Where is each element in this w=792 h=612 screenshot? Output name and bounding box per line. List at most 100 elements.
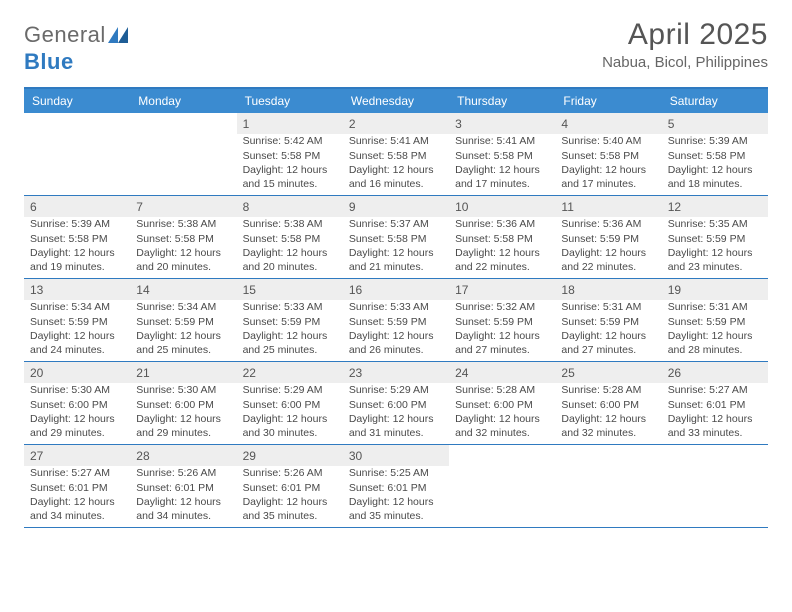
sunset-line: Sunset: 5:58 PM [136, 232, 230, 246]
sunset-line: Sunset: 6:01 PM [349, 481, 443, 495]
calendar-cell: 4Sunrise: 5:40 AMSunset: 5:58 PMDaylight… [555, 113, 661, 195]
weekday-label: Saturday [662, 89, 768, 113]
week-row: 13Sunrise: 5:34 AMSunset: 5:59 PMDayligh… [24, 279, 768, 362]
day-number: 15 [237, 279, 343, 300]
sunrise-line: Sunrise: 5:37 AM [349, 217, 443, 231]
weekday-label: Sunday [24, 89, 130, 113]
sunrise-line: Sunrise: 5:33 AM [349, 300, 443, 314]
sunset-line: Sunset: 5:59 PM [136, 315, 230, 329]
calendar-cell: 28Sunrise: 5:26 AMSunset: 6:01 PMDayligh… [130, 445, 236, 527]
calendar-cell: 18Sunrise: 5:31 AMSunset: 5:59 PMDayligh… [555, 279, 661, 361]
daylight-line: Daylight: 12 hours and 22 minutes. [561, 246, 655, 274]
week-row: 6Sunrise: 5:39 AMSunset: 5:58 PMDaylight… [24, 196, 768, 279]
sunrise-line: Sunrise: 5:27 AM [668, 383, 762, 397]
sunrise-line: Sunrise: 5:30 AM [136, 383, 230, 397]
day-number: 28 [130, 445, 236, 466]
sunrise-line: Sunrise: 5:36 AM [455, 217, 549, 231]
header: GeneralBlue April 2025 Nabua, Bicol, Phi… [24, 18, 768, 75]
day-number: 16 [343, 279, 449, 300]
daylight-line: Daylight: 12 hours and 35 minutes. [349, 495, 443, 523]
sunrise-line: Sunrise: 5:35 AM [668, 217, 762, 231]
sunset-line: Sunset: 5:59 PM [349, 315, 443, 329]
daylight-line: Daylight: 12 hours and 27 minutes. [561, 329, 655, 357]
calendar-cell: 9Sunrise: 5:37 AMSunset: 5:58 PMDaylight… [343, 196, 449, 278]
cell-content: Sunrise: 5:28 AMSunset: 6:00 PMDaylight:… [555, 383, 661, 444]
cell-content: Sunrise: 5:28 AMSunset: 6:00 PMDaylight:… [449, 383, 555, 444]
daylight-line: Daylight: 12 hours and 24 minutes. [30, 329, 124, 357]
daylight-line: Daylight: 12 hours and 30 minutes. [243, 412, 337, 440]
week-row: 20Sunrise: 5:30 AMSunset: 6:00 PMDayligh… [24, 362, 768, 445]
calendar-cell: 15Sunrise: 5:33 AMSunset: 5:59 PMDayligh… [237, 279, 343, 361]
sunrise-line: Sunrise: 5:30 AM [30, 383, 124, 397]
sunset-line: Sunset: 5:58 PM [561, 149, 655, 163]
calendar-cell [449, 445, 555, 527]
day-number: 17 [449, 279, 555, 300]
calendar-cell [24, 113, 130, 195]
day-number: 22 [237, 362, 343, 383]
day-number: 11 [555, 196, 661, 217]
daylight-line: Daylight: 12 hours and 34 minutes. [136, 495, 230, 523]
weekday-label: Monday [130, 89, 236, 113]
sunset-line: Sunset: 6:01 PM [30, 481, 124, 495]
cell-content: Sunrise: 5:33 AMSunset: 5:59 PMDaylight:… [343, 300, 449, 361]
weekday-label: Friday [555, 89, 661, 113]
logo-text: GeneralBlue [24, 22, 128, 75]
location-label: Nabua, Bicol, Philippines [602, 54, 768, 71]
sunset-line: Sunset: 6:00 PM [136, 398, 230, 412]
daylight-line: Daylight: 12 hours and 25 minutes. [136, 329, 230, 357]
cell-content: Sunrise: 5:29 AMSunset: 6:00 PMDaylight:… [343, 383, 449, 444]
day-number [130, 113, 236, 131]
sunrise-line: Sunrise: 5:28 AM [561, 383, 655, 397]
day-number: 25 [555, 362, 661, 383]
calendar-cell: 30Sunrise: 5:25 AMSunset: 6:01 PMDayligh… [343, 445, 449, 527]
calendar-cell: 16Sunrise: 5:33 AMSunset: 5:59 PMDayligh… [343, 279, 449, 361]
cell-content: Sunrise: 5:26 AMSunset: 6:01 PMDaylight:… [130, 466, 236, 527]
sunset-line: Sunset: 5:58 PM [243, 232, 337, 246]
daylight-line: Daylight: 12 hours and 25 minutes. [243, 329, 337, 357]
weekday-header: SundayMondayTuesdayWednesdayThursdayFrid… [24, 89, 768, 113]
daylight-line: Daylight: 12 hours and 27 minutes. [455, 329, 549, 357]
sunset-line: Sunset: 5:59 PM [561, 232, 655, 246]
title-block: April 2025 Nabua, Bicol, Philippines [602, 18, 768, 71]
day-number: 27 [24, 445, 130, 466]
day-number: 2 [343, 113, 449, 134]
page-title: April 2025 [602, 18, 768, 52]
daylight-line: Daylight: 12 hours and 32 minutes. [561, 412, 655, 440]
sunset-line: Sunset: 6:00 PM [243, 398, 337, 412]
daylight-line: Daylight: 12 hours and 29 minutes. [30, 412, 124, 440]
calendar-cell: 25Sunrise: 5:28 AMSunset: 6:00 PMDayligh… [555, 362, 661, 444]
calendar-cell: 12Sunrise: 5:35 AMSunset: 5:59 PMDayligh… [662, 196, 768, 278]
sunset-line: Sunset: 5:58 PM [349, 232, 443, 246]
cell-content: Sunrise: 5:31 AMSunset: 5:59 PMDaylight:… [662, 300, 768, 361]
sunset-line: Sunset: 5:59 PM [30, 315, 124, 329]
sunset-line: Sunset: 6:00 PM [349, 398, 443, 412]
cell-content: Sunrise: 5:41 AMSunset: 5:58 PMDaylight:… [449, 134, 555, 195]
week-row: 27Sunrise: 5:27 AMSunset: 6:01 PMDayligh… [24, 445, 768, 528]
calendar-cell: 26Sunrise: 5:27 AMSunset: 6:01 PMDayligh… [662, 362, 768, 444]
day-number: 8 [237, 196, 343, 217]
calendar-cell: 27Sunrise: 5:27 AMSunset: 6:01 PMDayligh… [24, 445, 130, 527]
day-number: 24 [449, 362, 555, 383]
calendar-cell [662, 445, 768, 527]
day-number: 3 [449, 113, 555, 134]
cell-content: Sunrise: 5:41 AMSunset: 5:58 PMDaylight:… [343, 134, 449, 195]
calendar-cell: 11Sunrise: 5:36 AMSunset: 5:59 PMDayligh… [555, 196, 661, 278]
calendar-cell: 24Sunrise: 5:28 AMSunset: 6:00 PMDayligh… [449, 362, 555, 444]
cell-content: Sunrise: 5:38 AMSunset: 5:58 PMDaylight:… [130, 217, 236, 278]
calendar-cell: 8Sunrise: 5:38 AMSunset: 5:58 PMDaylight… [237, 196, 343, 278]
day-number: 13 [24, 279, 130, 300]
cell-content: Sunrise: 5:40 AMSunset: 5:58 PMDaylight:… [555, 134, 661, 195]
sunset-line: Sunset: 5:59 PM [668, 232, 762, 246]
day-number: 10 [449, 196, 555, 217]
cell-content: Sunrise: 5:39 AMSunset: 5:58 PMDaylight:… [24, 217, 130, 278]
sunrise-line: Sunrise: 5:36 AM [561, 217, 655, 231]
sunset-line: Sunset: 5:58 PM [30, 232, 124, 246]
cell-content: Sunrise: 5:39 AMSunset: 5:58 PMDaylight:… [662, 134, 768, 195]
cell-content: Sunrise: 5:36 AMSunset: 5:59 PMDaylight:… [555, 217, 661, 278]
sunset-line: Sunset: 5:58 PM [668, 149, 762, 163]
sunset-line: Sunset: 6:01 PM [243, 481, 337, 495]
day-number [662, 445, 768, 463]
day-number: 9 [343, 196, 449, 217]
calendar-cell: 1Sunrise: 5:42 AMSunset: 5:58 PMDaylight… [237, 113, 343, 195]
week-row: 1Sunrise: 5:42 AMSunset: 5:58 PMDaylight… [24, 113, 768, 196]
